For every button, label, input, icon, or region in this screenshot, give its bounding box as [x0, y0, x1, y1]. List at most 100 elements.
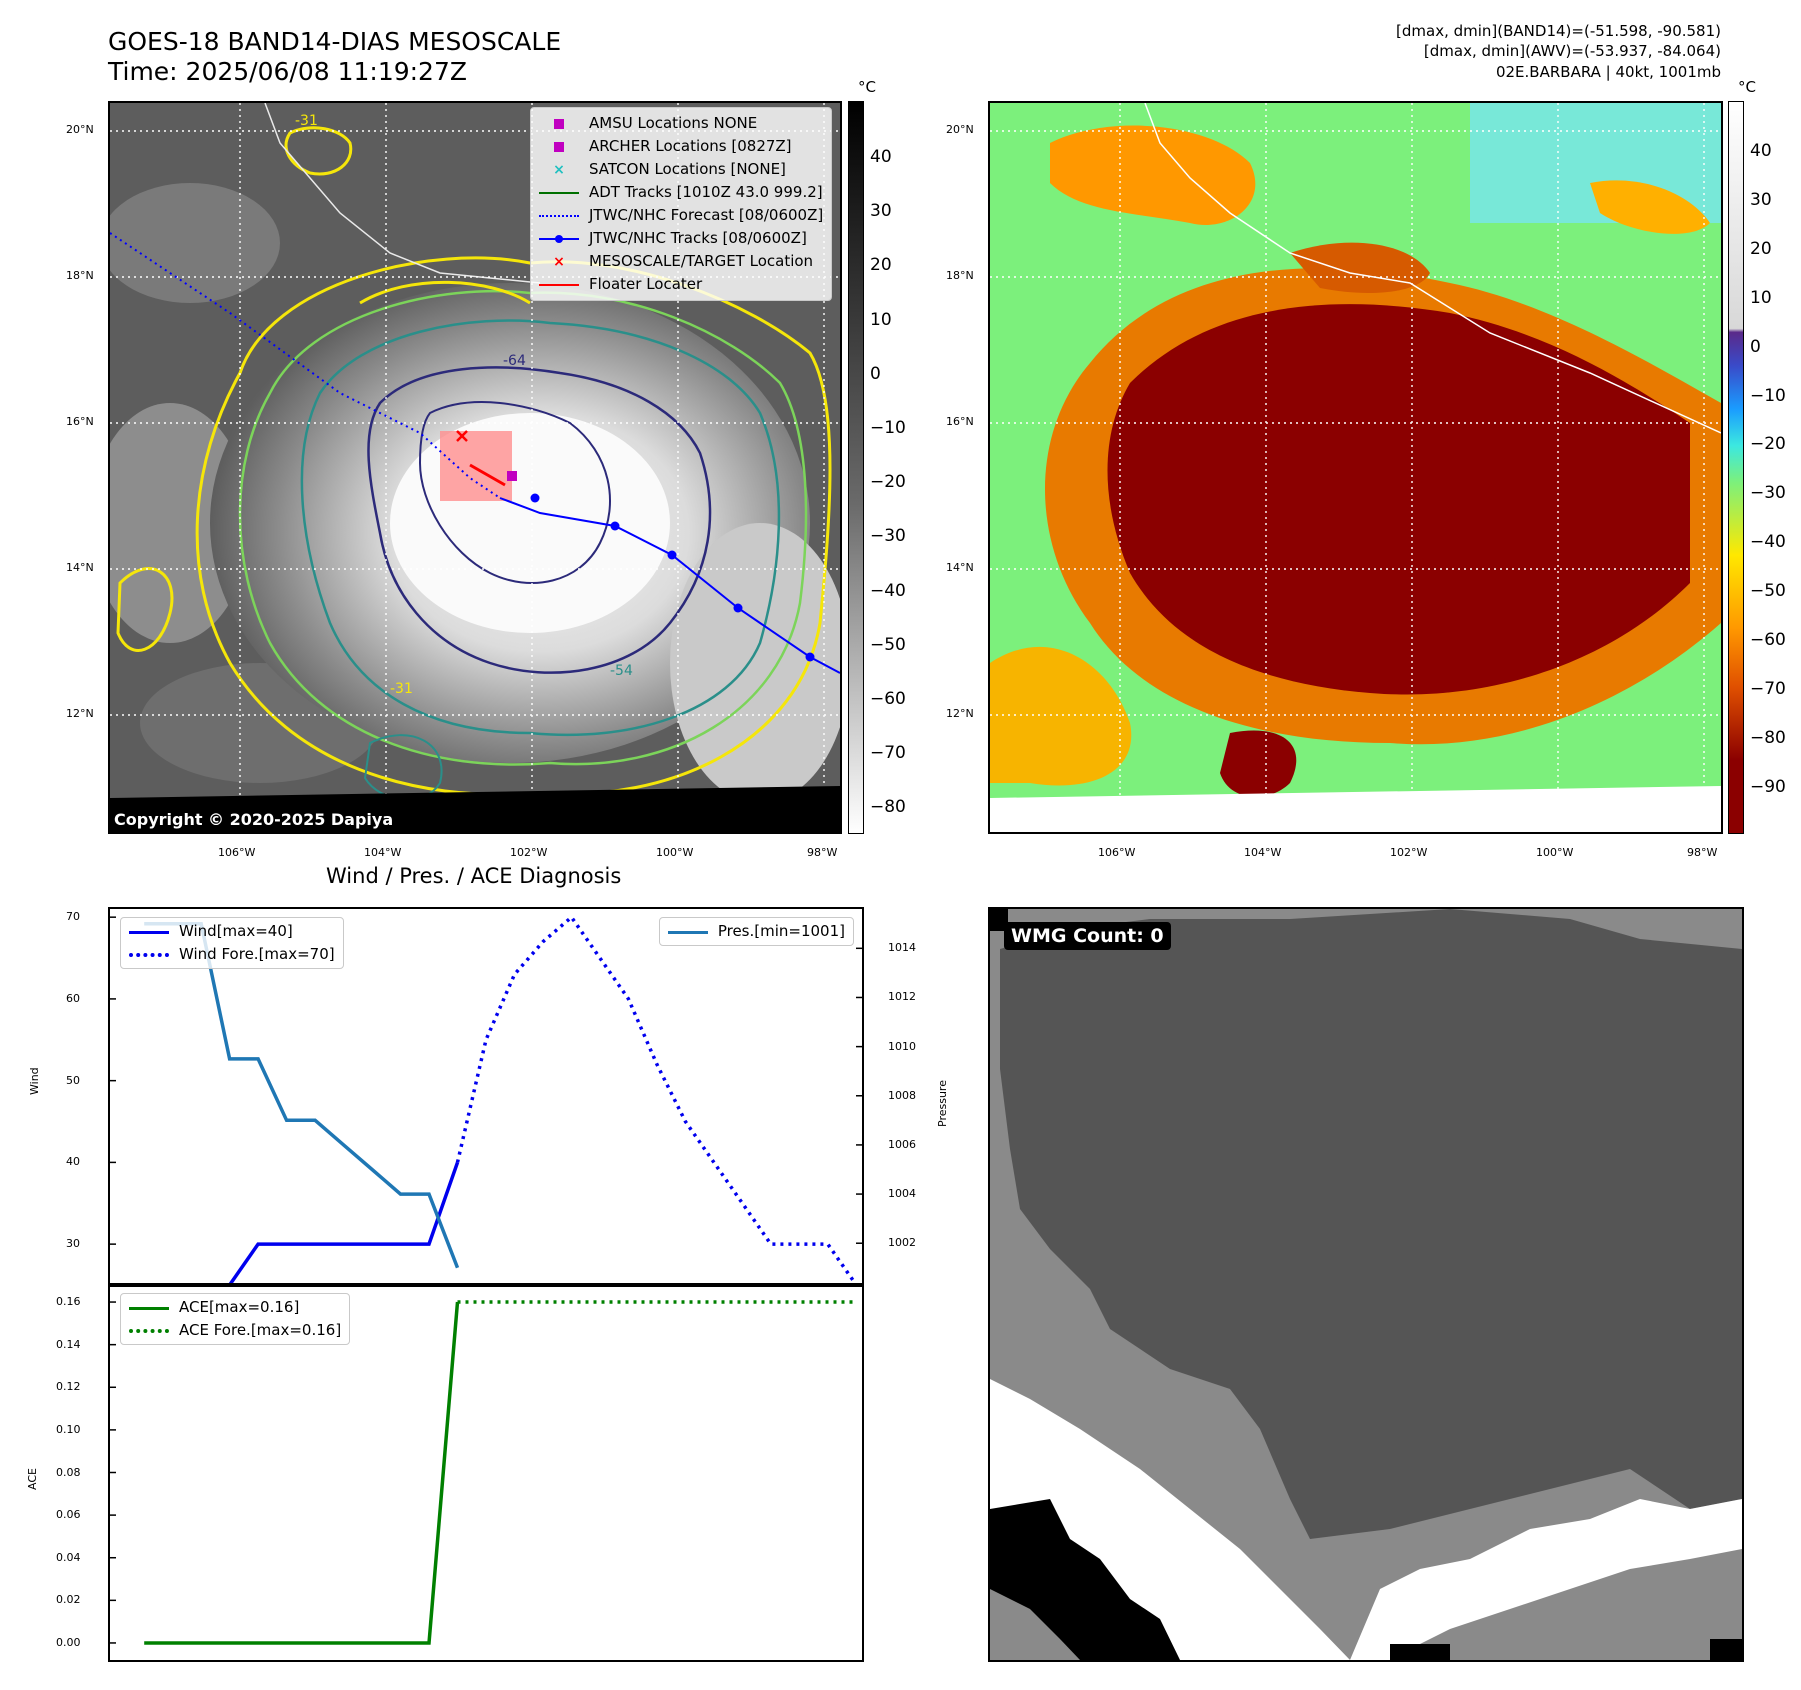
awv-colorbar-tick-label: 20 [1750, 238, 1772, 259]
ace-panel: ACE[max=0.16] ACE Fore.[max=0.16] [108, 1283, 864, 1662]
track-point [530, 493, 540, 503]
x-marker-icon: × [553, 161, 565, 178]
legend-item-tracks: JTWC/NHC Tracks [08/0600Z] [539, 227, 823, 250]
ir-colorbar-tick-label: −60 [870, 689, 906, 709]
ir-colorbar-unit: °C [858, 78, 876, 96]
ir-colorbar-tick-label: −80 [870, 797, 906, 818]
line-icon [539, 186, 579, 200]
pressure-legend: Pres.[min=1001] [658, 917, 854, 946]
ace-tick-label: 0.10 [56, 1422, 81, 1436]
ace-series-line-0 [144, 1301, 460, 1645]
ace-tick-label: 0.14 [56, 1337, 81, 1351]
ir-colorbar-tick-label: −70 [870, 743, 906, 764]
awv-colorbar-tick-label: −10 [1750, 385, 1786, 406]
series-line-0 [144, 1161, 460, 1285]
target-marker [456, 430, 468, 442]
lon-label: 106°W [218, 846, 256, 859]
awv-colorbar [1728, 101, 1744, 834]
dotted-line-icon [539, 209, 579, 223]
awv-colorbar-tick-label: −90 [1750, 776, 1786, 797]
wmg-count-badge: WMG Count: 0 [1004, 922, 1171, 950]
lat-label: 20°N [946, 123, 974, 136]
ir-colorbar-tick-label: −20 [870, 472, 906, 493]
pressure-tick-label: 1014 [888, 941, 916, 955]
awv-colorbar-tick-label: −30 [1750, 483, 1786, 504]
legend-item-wind-forecast: Wind Fore.[max=70] [129, 943, 335, 966]
archer-marker [507, 471, 517, 481]
pressure-tick-label: 1010 [888, 1039, 916, 1053]
ace-tick-label: 0.04 [56, 1550, 81, 1564]
band14-range: [dmax, dmin](BAND14)=(-51.598, -90.581) [1396, 22, 1721, 40]
ace-tick-label: 0.00 [56, 1635, 81, 1649]
awv-colorbar-tick-label: −80 [1750, 727, 1786, 748]
ir-map-legend: AMSU Locations NONE ARCHER Locations [08… [530, 107, 833, 301]
series-line-2 [144, 921, 460, 1269]
x-marker-icon: × [553, 253, 565, 270]
lon-label: 100°W [656, 846, 694, 859]
ace-axis-label: ACE [26, 1468, 39, 1490]
wmg-panel: WMG Count: 0 [988, 907, 1744, 1662]
awv-colorbar-tick-label: 40 [1750, 141, 1772, 161]
square-marker-icon [539, 117, 579, 131]
wind-tick-label: 30 [66, 1237, 80, 1251]
line-icon [539, 278, 579, 292]
legend-item-wind: Wind[max=40] [129, 920, 335, 943]
contour-label: -64 [503, 353, 526, 369]
awv-colorbar-tick-label: −20 [1750, 434, 1786, 455]
wind-legend: Wind[max=40] Wind Fore.[max=70] [120, 917, 344, 969]
legend-item-pressure: Pres.[min=1001] [667, 920, 845, 943]
ir-colorbar-tick-label: −50 [870, 634, 906, 655]
pressure-tick-label: 1008 [888, 1088, 916, 1102]
lat-label: 18°N [946, 269, 974, 282]
dotted-line-icon [129, 1324, 169, 1338]
pressure-axis-label: Pressure [936, 1080, 949, 1127]
lat-label: 16°N [946, 415, 974, 428]
lat-label: 12°N [66, 707, 94, 720]
lon-label: 106°W [1098, 846, 1136, 859]
figure-title: GOES-18 BAND14-DIAS MESOSCALE [108, 27, 562, 56]
legend-item-floater: Floater Locater [539, 273, 823, 296]
awv-colorbar-tick-label: 10 [1750, 287, 1772, 308]
awv-map-panel [988, 101, 1723, 834]
track-point [805, 652, 815, 662]
pressure-tick-label: 1006 [888, 1137, 916, 1151]
floater-locater-line [469, 463, 506, 487]
lon-label: 100°W [1536, 846, 1574, 859]
ace-tick-label: 0.16 [56, 1295, 81, 1309]
wind-pressure-panel: Wind[max=40] Wind Fore.[max=70] Pres.[mi… [108, 907, 864, 1287]
ir-colorbar-tick-label: 30 [870, 201, 892, 222]
ir-colorbar-tick-label: 20 [870, 255, 892, 276]
legend-item-ace-forecast: ACE Fore.[max=0.16] [129, 1319, 341, 1342]
awv-range: [dmax, dmin](AWV)=(-53.937, -84.064) [1423, 42, 1721, 60]
lat-label: 18°N [66, 269, 94, 282]
jtwc-forecast-track [110, 232, 501, 499]
wmg-imagery [990, 909, 1742, 1660]
lon-label: 98°W [807, 846, 838, 859]
square-marker-icon [539, 140, 579, 154]
legend-item-ace: ACE[max=0.16] [129, 1296, 341, 1319]
awv-colorbar-tick-label: −70 [1750, 678, 1786, 699]
dotted-line-icon [129, 948, 169, 962]
ir-colorbar-tick-label: −40 [870, 580, 906, 601]
legend-item-adt: ADT Tracks [1010Z 43.0 999.2] [539, 181, 823, 204]
ace-tick-label: 0.02 [56, 1593, 81, 1607]
diagnosis-title: Wind / Pres. / ACE Diagnosis [326, 864, 622, 888]
legend-item-amsu: AMSU Locations NONE [539, 112, 823, 135]
ir-colorbar-tick-label: 40 [870, 147, 892, 167]
lat-label: 14°N [66, 561, 94, 574]
ace-tick-label: 0.06 [56, 1508, 81, 1522]
contour-label: -31 [390, 681, 413, 697]
line-icon [129, 925, 169, 939]
wind-tick-label: 40 [66, 1155, 80, 1169]
lat-label: 20°N [66, 123, 94, 136]
lon-label: 104°W [364, 846, 402, 859]
line-icon [129, 1301, 169, 1315]
legend-item-forecast: JTWC/NHC Forecast [08/0600Z] [539, 204, 823, 227]
awv-colorbar-tick-label: 0 [1750, 336, 1761, 357]
wind-axis-label: Wind [28, 1067, 41, 1095]
wind-tick-label: 50 [66, 1073, 80, 1087]
lon-label: 102°W [510, 846, 548, 859]
ir-colorbar-tick-label: −10 [870, 418, 906, 438]
lat-label: 12°N [946, 707, 974, 720]
ir-colorbar-tick-label: −30 [870, 526, 906, 547]
